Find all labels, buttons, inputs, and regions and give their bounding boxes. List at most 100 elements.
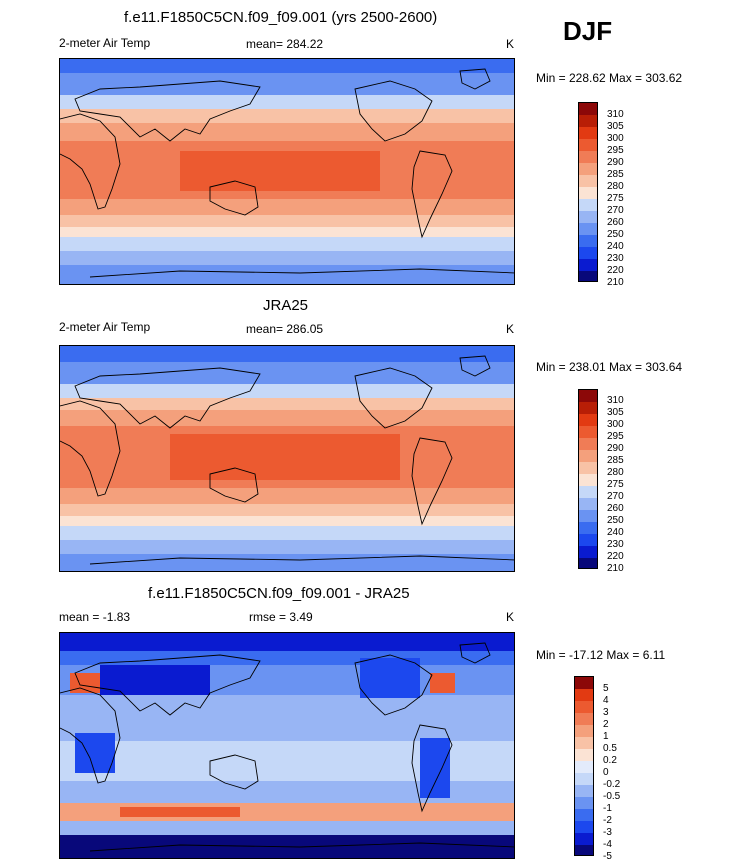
panel-2-minmax: Min = 238.01 Max = 303.64 bbox=[536, 360, 683, 374]
colorbar-swatch bbox=[579, 235, 597, 247]
colorbar-swatch bbox=[579, 450, 597, 462]
colorbar-swatch bbox=[575, 809, 593, 821]
colorbar-swatch bbox=[579, 522, 597, 534]
panel-1-minmax: Min = 228.62 Max = 303.62 bbox=[536, 71, 683, 85]
colorbar-swatch bbox=[575, 725, 593, 737]
colorbar-swatch bbox=[579, 259, 597, 271]
colorbar-swatch bbox=[579, 486, 597, 498]
colorbar-tick-label: 285 bbox=[607, 455, 624, 466]
colorbar-tick-label: 220 bbox=[607, 551, 624, 562]
colorbar-swatch bbox=[579, 115, 597, 127]
colorbar-swatch bbox=[579, 175, 597, 187]
colorbar-swatch bbox=[579, 223, 597, 235]
colorbar-tick-label: 5 bbox=[603, 683, 609, 694]
colorbar-tick-label: 270 bbox=[607, 491, 624, 502]
difference-map bbox=[59, 632, 515, 859]
panel-3-colorbar bbox=[574, 676, 594, 856]
colorbar-tick-label: 0.5 bbox=[603, 743, 617, 754]
panel-1-variable-label: 2-meter Air Temp bbox=[59, 36, 151, 50]
colorbar-tick-label: 305 bbox=[607, 407, 624, 418]
colorbar-tick-label: 270 bbox=[607, 205, 624, 216]
colorbar-swatch bbox=[579, 103, 597, 115]
colorbar-swatch bbox=[579, 402, 597, 414]
colorbar-swatch bbox=[575, 773, 593, 785]
colorbar-swatch bbox=[579, 546, 597, 558]
colorbar-swatch bbox=[575, 761, 593, 773]
panel-3-minmax: Min = -17.12 Max = 6.11 bbox=[536, 648, 666, 662]
colorbar-tick-label: -4 bbox=[603, 839, 612, 850]
colorbar-swatch bbox=[579, 498, 597, 510]
panel-1-colorbar bbox=[578, 102, 598, 282]
reanalysis-temperature-map bbox=[59, 345, 515, 572]
panel-1-mean-label: mean= 284.22 bbox=[246, 37, 324, 51]
colorbar-swatch bbox=[579, 199, 597, 211]
colorbar-swatch bbox=[575, 713, 593, 725]
colorbar-tick-label: 300 bbox=[607, 419, 624, 430]
colorbar-swatch bbox=[579, 163, 597, 175]
panel-2-units: K bbox=[506, 322, 515, 336]
colorbar-tick-label: 250 bbox=[607, 229, 624, 240]
colorbar-tick-label: 280 bbox=[607, 181, 624, 192]
colorbar-swatch bbox=[579, 462, 597, 474]
colorbar-tick-label: 3 bbox=[603, 707, 609, 718]
colorbar-tick-label: 285 bbox=[607, 169, 624, 180]
colorbar-tick-label: 275 bbox=[607, 479, 624, 490]
panel-2-title: JRA25 bbox=[263, 297, 309, 314]
colorbar-tick-label: 240 bbox=[607, 527, 624, 538]
colorbar-tick-label: -2 bbox=[603, 815, 612, 826]
panel-1-units: K bbox=[506, 37, 515, 51]
colorbar-swatch bbox=[579, 247, 597, 259]
colorbar-swatch bbox=[575, 833, 593, 845]
colorbar-swatch bbox=[579, 187, 597, 199]
colorbar-tick-label: 290 bbox=[607, 443, 624, 454]
colorbar-swatch bbox=[579, 414, 597, 426]
panel-2-colorbar bbox=[578, 389, 598, 569]
colorbar-tick-label: -0.2 bbox=[603, 779, 621, 790]
panel-3-units: K bbox=[506, 610, 515, 624]
colorbar-swatch bbox=[575, 737, 593, 749]
panel-2-variable-label: 2-meter Air Temp bbox=[59, 320, 151, 334]
panel-2-mean-label: mean= 286.05 bbox=[246, 322, 324, 336]
colorbar-swatch bbox=[579, 438, 597, 450]
colorbar-swatch bbox=[575, 797, 593, 809]
colorbar-tick-label: 275 bbox=[607, 193, 624, 204]
colorbar-tick-label: 290 bbox=[607, 157, 624, 168]
panel-1-title: f.e11.F1850C5CN.f09_f09.001 (yrs 2500-26… bbox=[124, 9, 438, 26]
colorbar-swatch bbox=[579, 534, 597, 546]
colorbar-swatch bbox=[579, 151, 597, 163]
colorbar-tick-label: 280 bbox=[607, 467, 624, 478]
colorbar-swatch bbox=[579, 390, 597, 402]
colorbar-tick-label: 260 bbox=[607, 503, 624, 514]
colorbar-tick-label: -1 bbox=[603, 803, 612, 814]
colorbar-tick-label: 220 bbox=[607, 265, 624, 276]
colorbar-tick-label: 250 bbox=[607, 515, 624, 526]
colorbar-tick-label: 295 bbox=[607, 145, 624, 156]
colorbar-swatch bbox=[579, 474, 597, 486]
colorbar-tick-label: 4 bbox=[603, 695, 609, 706]
model-temperature-map bbox=[59, 58, 515, 285]
colorbar-tick-label: -0.5 bbox=[603, 791, 621, 802]
colorbar-swatch bbox=[575, 821, 593, 833]
panel-3-mean-label: mean = -1.83 bbox=[59, 610, 131, 624]
colorbar-swatch bbox=[575, 749, 593, 761]
colorbar-tick-label: 295 bbox=[607, 431, 624, 442]
colorbar-swatch bbox=[575, 677, 593, 689]
colorbar-tick-label: 260 bbox=[607, 217, 624, 228]
colorbar-swatch bbox=[579, 558, 597, 568]
colorbar-tick-label: 300 bbox=[607, 133, 624, 144]
colorbar-tick-label: -3 bbox=[603, 827, 612, 838]
colorbar-swatch bbox=[579, 271, 597, 281]
colorbar-tick-label: 230 bbox=[607, 539, 624, 550]
colorbar-swatch bbox=[575, 785, 593, 797]
season-label: DJF bbox=[563, 16, 613, 46]
colorbar-tick-label: 0.2 bbox=[603, 755, 617, 766]
colorbar-swatch bbox=[579, 139, 597, 151]
colorbar-swatch bbox=[579, 211, 597, 223]
colorbar-tick-label: 305 bbox=[607, 121, 624, 132]
colorbar-swatch bbox=[575, 845, 593, 855]
panel-3-title: f.e11.F1850C5CN.f09_f09.001 - JRA25 bbox=[148, 585, 410, 602]
colorbar-tick-label: -5 bbox=[603, 851, 612, 862]
colorbar-tick-label: 210 bbox=[607, 563, 624, 574]
colorbar-tick-label: 310 bbox=[607, 109, 624, 120]
colorbar-tick-label: 1 bbox=[603, 731, 609, 742]
